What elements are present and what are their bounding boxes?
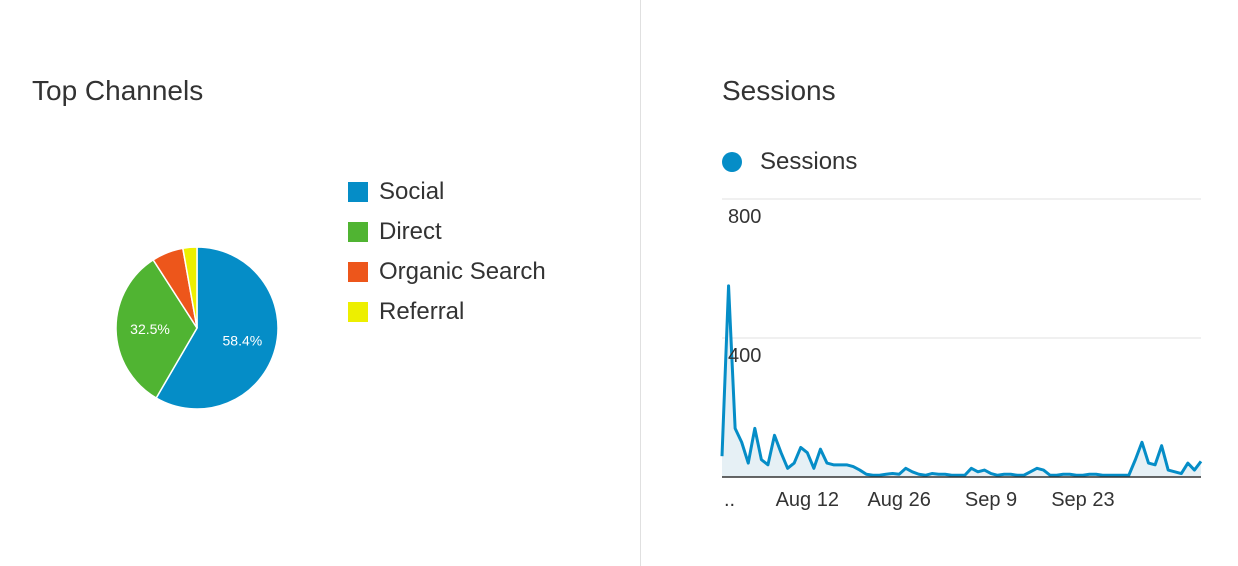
x-tick-label: .. <box>724 489 735 511</box>
legend-label: Direct <box>379 218 442 245</box>
top-channels-panel: Top Channels 58.4% 32.5% Social Direct Orga… <box>32 75 546 410</box>
legend-item-organic-search[interactable]: Organic Search <box>348 252 546 292</box>
sessions-area <box>722 285 1201 477</box>
pie-slice-label: 32.5% <box>130 321 170 337</box>
pie-slice-direct[interactable] <box>115 258 198 400</box>
x-tick-label: Aug 26 <box>867 489 930 511</box>
sessions-title: Sessions <box>722 75 836 107</box>
y-tick-label: 800 <box>728 206 761 228</box>
legend-item-referral[interactable]: Referral <box>348 292 546 332</box>
legend-label: Organic Search <box>379 258 546 285</box>
legend-item-direct[interactable]: Direct <box>348 212 546 252</box>
top-channels-pie-chart: 58.4% 32.5% <box>115 246 279 410</box>
y-tick-label: 400 <box>728 345 761 367</box>
legend-swatch <box>348 222 368 242</box>
legend-swatch <box>348 302 368 322</box>
legend-label: Social <box>379 178 445 205</box>
panel-divider <box>640 0 641 566</box>
sessions-panel: Sessions Sessions 800 400.. Aug 12 Aug 26 Se… <box>641 0 1238 566</box>
x-tick-label: Sep 9 <box>965 489 1017 511</box>
legend-swatch <box>348 262 368 282</box>
legend-label: Referral <box>379 298 465 325</box>
x-tick-label: Aug 12 <box>776 489 839 511</box>
legend-swatch <box>348 182 368 202</box>
x-tick-label: Sep 23 <box>1051 489 1114 511</box>
pie-slice-referral[interactable] <box>181 246 198 329</box>
sessions-series-line[interactable] <box>720 284 1203 477</box>
pie-slice-label: 58.4% <box>223 332 263 348</box>
pie-legend: Social Direct Organic Search Referral <box>348 172 546 332</box>
sessions-legend-dot <box>722 152 742 172</box>
legend-item-social[interactable]: Social <box>348 172 546 212</box>
sessions-line-chart[interactable]: 800 400.. Aug 12 Aug 26 Sep 9 Sep 23 <box>641 0 1238 566</box>
top-channels-title: Top Channels <box>32 75 204 107</box>
sessions-legend[interactable]: Sessions <box>722 148 857 176</box>
sessions-legend-label: Sessions <box>760 148 858 175</box>
pie-slice-social[interactable] <box>155 246 279 410</box>
